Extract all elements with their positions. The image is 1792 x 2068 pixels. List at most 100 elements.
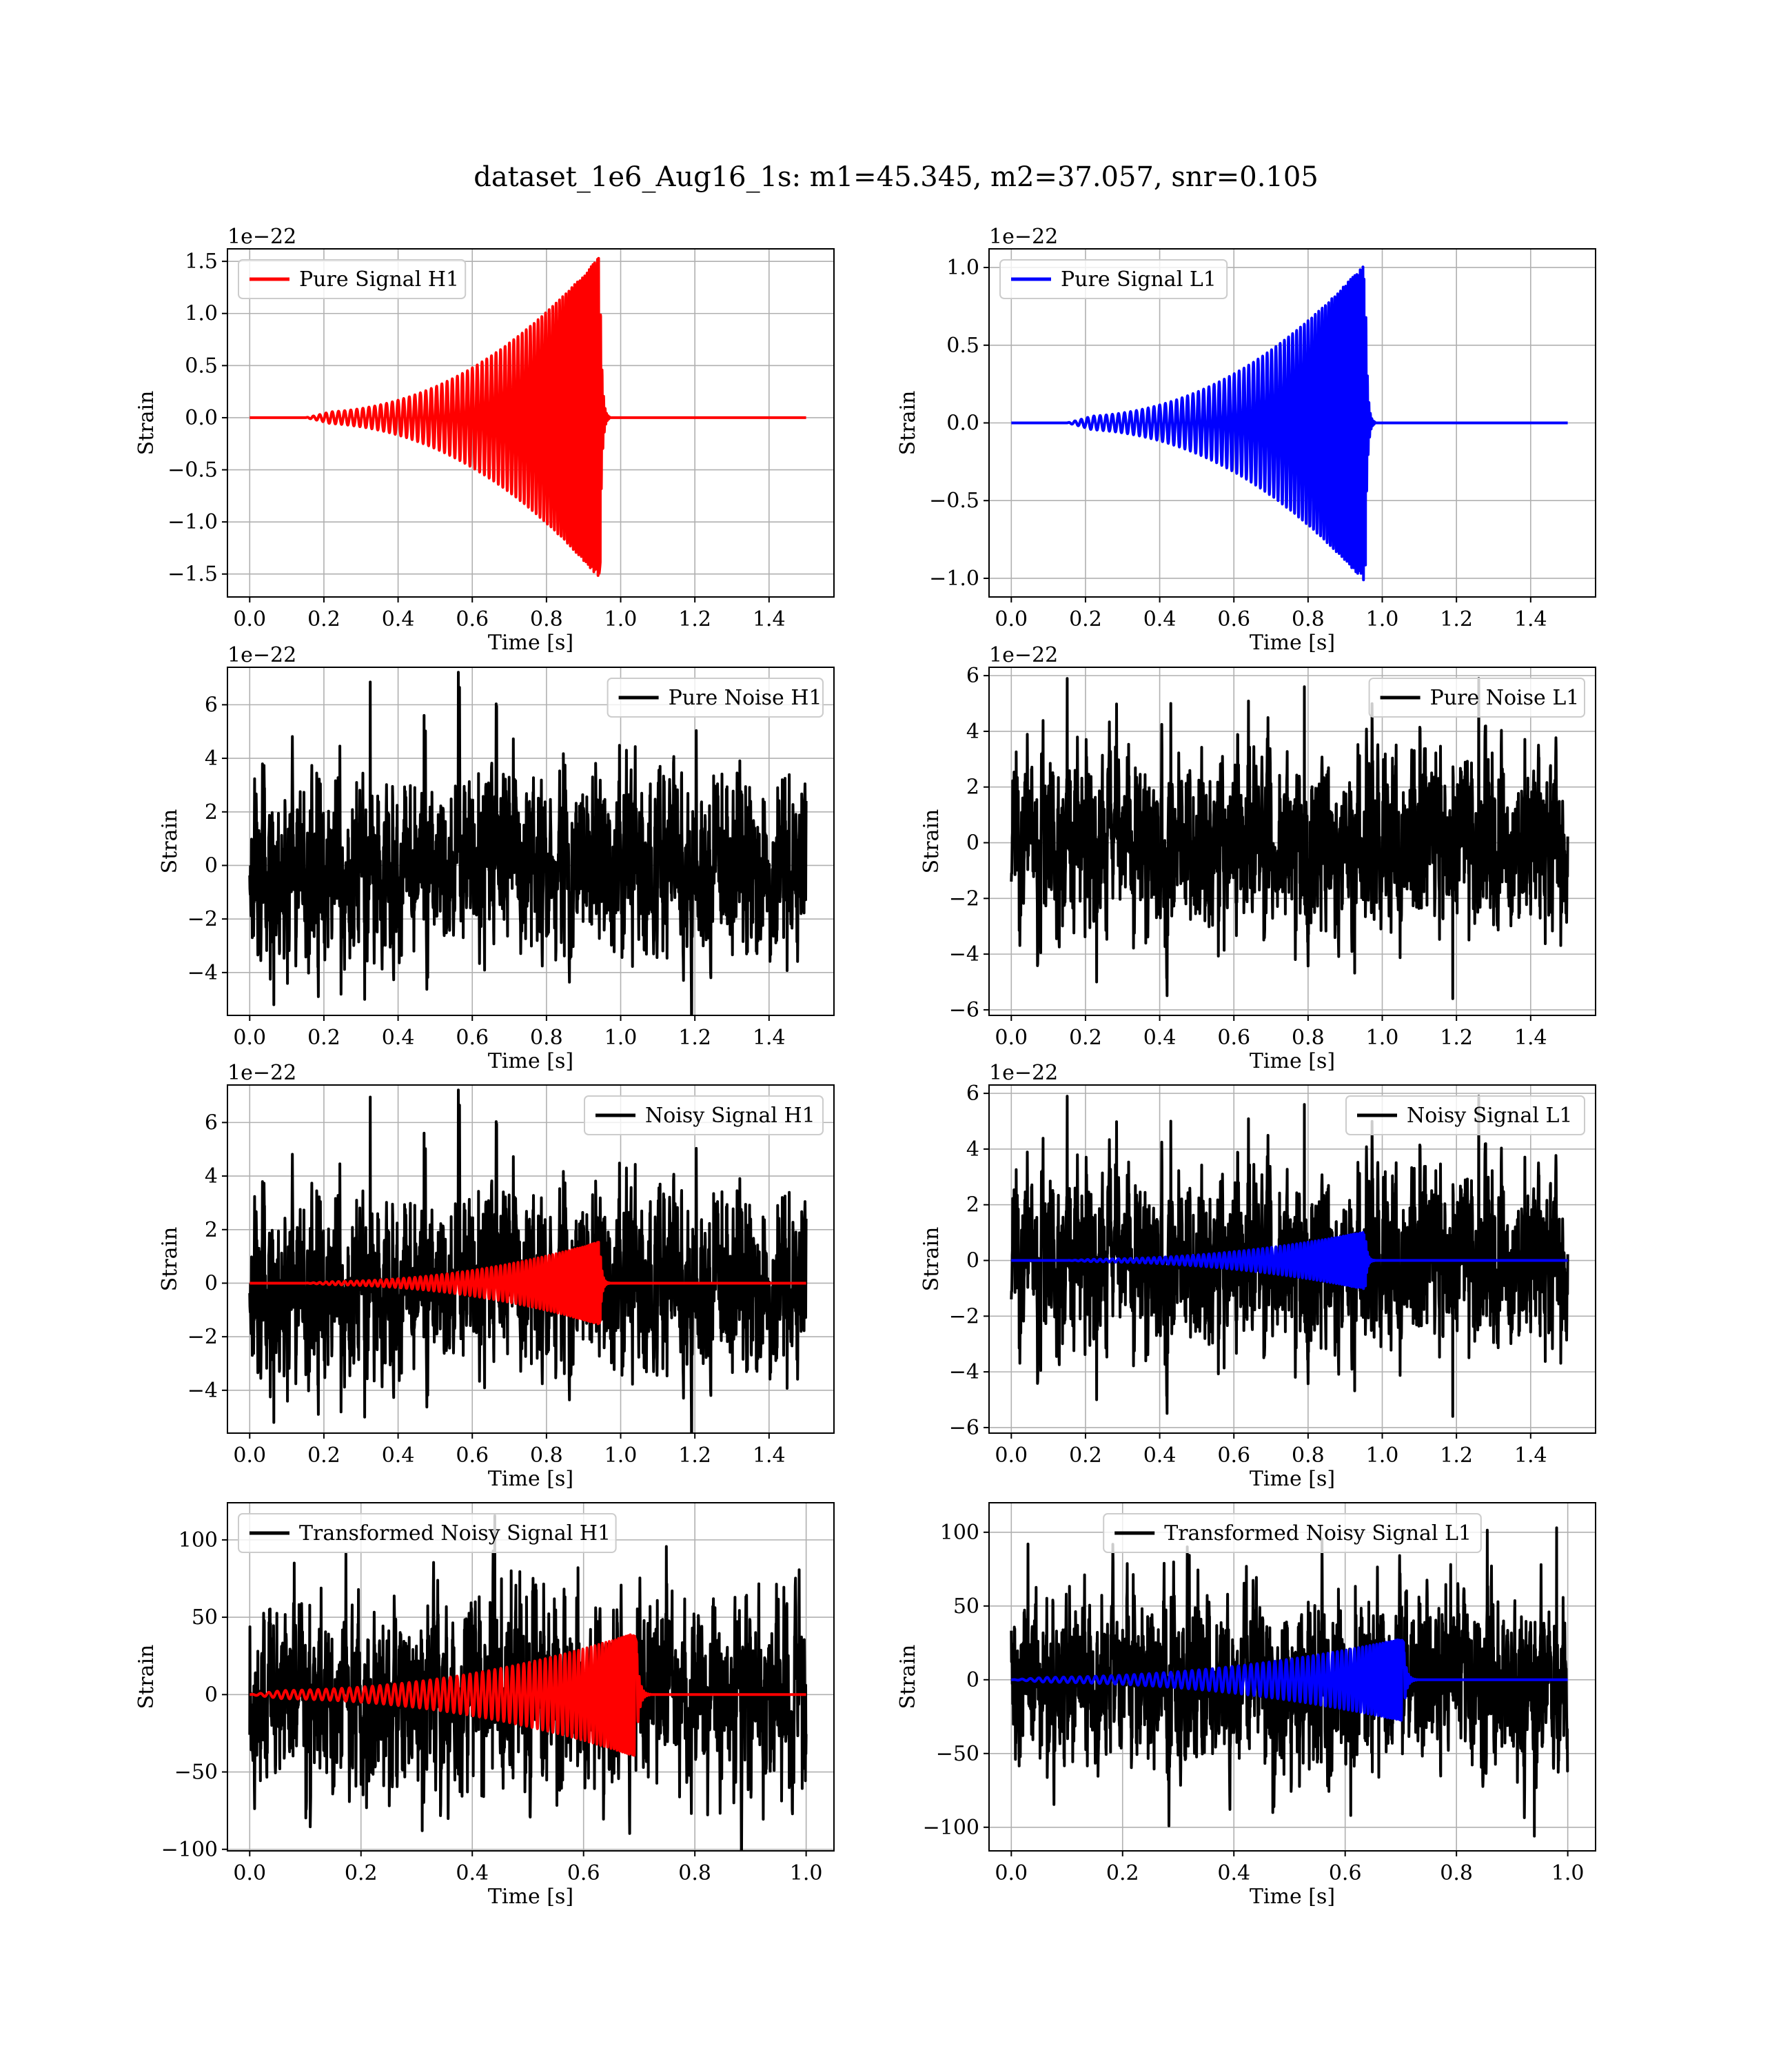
legend-box (584, 1095, 824, 1135)
x-tick-label: 1.2 (678, 607, 711, 631)
x-axis-label: Time [s] (488, 1049, 573, 1073)
legend-box (1103, 1513, 1482, 1553)
y-tick-label: 6 (205, 693, 218, 717)
axes-pure-noise-h1: 0.0 0.2 0.4 0.6 0.8 1.0 1.2 1.4 6 4 2 0 −2 −4 Time [s]… (158, 643, 835, 1073)
offset-text: 1e−22 (227, 1061, 296, 1085)
axes-transformed-noisy-signal-h1: 0.0 0.2 0.4 0.6 0.8 1.0 100 50 0 −50 −100 Time [s] S… (134, 1502, 835, 1909)
x-tick-label: 0.0 (233, 607, 266, 631)
x-axis-label: Time [s] (1250, 1467, 1335, 1491)
x-tick-label: 1.0 (604, 607, 638, 631)
x-tick-label: 1.4 (753, 1443, 786, 1468)
x-tick-label: 1.0 (604, 1026, 638, 1050)
offset-text: 1e−22 (227, 225, 296, 249)
axes-frame (988, 1502, 1596, 1852)
plot-area (248, 671, 808, 1015)
x-axis-label: Time [s] (488, 631, 573, 655)
y-tick-label: 2 (966, 776, 979, 800)
x-tick-label: 1.0 (1366, 1443, 1399, 1468)
y-tick-label: −1.0 (929, 567, 979, 591)
x-tick-label: 0.2 (307, 1443, 340, 1468)
plot-area (1010, 677, 1569, 1000)
y-tick-label: 0.0 (946, 412, 979, 436)
x-tick-label: 1.2 (1440, 1443, 1473, 1468)
y-tick-label: 100 (940, 1521, 979, 1545)
x-tick-label: 0.2 (307, 607, 340, 631)
x-tick-label: 0.0 (995, 607, 1028, 631)
y-tick-label: −100 (923, 1816, 979, 1840)
y-tick-label: −4 (187, 1379, 218, 1403)
axes-transformed-noisy-signal-l1: 0.0 0.2 0.4 0.6 0.8 1.0 100 50 0 −50 −100 Time [s] S… (896, 1502, 1596, 1909)
y-tick-label: 50 (192, 1605, 218, 1630)
legend-label: Transformed Noisy Signal H1 (299, 1521, 611, 1545)
x-tick-label: 1.4 (1514, 1026, 1547, 1050)
x-tick-label: 0.6 (1217, 1443, 1250, 1468)
x-tick-label: 0.4 (1143, 1443, 1177, 1468)
legend-box (1368, 678, 1585, 718)
y-tick-label: −4 (949, 1360, 979, 1384)
y-tick-label: 0 (205, 1271, 218, 1295)
x-tick-label: 0.4 (382, 1026, 415, 1050)
y-tick-label: 4 (205, 747, 218, 771)
series-line-signal (1010, 1638, 1569, 1722)
x-tick-label: 1.0 (790, 1861, 823, 1885)
y-axis-label: Strain (919, 809, 944, 874)
series-line-noise (1010, 1095, 1569, 1418)
x-tick-label: 0.8 (678, 1861, 711, 1885)
x-tick-label: 1.4 (753, 607, 786, 631)
plot-area (1010, 265, 1569, 582)
legend: Pure Noise L1 (1368, 678, 1585, 718)
x-tick-label: 1.4 (1514, 607, 1547, 631)
x-tick-label: 0.6 (1217, 607, 1250, 631)
legend: Transformed Noisy Signal H1 (238, 1513, 617, 1553)
y-tick-label: −4 (949, 942, 979, 966)
legend-label: Pure Noise L1 (1430, 686, 1580, 710)
y-tick-label: −6 (949, 998, 979, 1022)
y-tick-label: −4 (187, 961, 218, 985)
x-tick-label: 0.2 (345, 1861, 378, 1885)
axes-frame (227, 667, 835, 1016)
figure-title: dataset_1e6_Aug16_1s: m1=45.345, m2=37.0… (474, 161, 1318, 193)
legend-label: Transformed Noisy Signal L1 (1164, 1521, 1472, 1545)
series-line-noise (248, 1088, 808, 1433)
axes-pure-noise-l1: 0.0 0.2 0.4 0.6 0.8 1.0 1.2 1.4 6 4 2 0 −2 −4 −6 Time [… (919, 643, 1596, 1073)
legend-label: Pure Signal H1 (299, 267, 459, 292)
y-tick-label: 0.5 (946, 334, 979, 358)
y-tick-label: −2 (187, 1325, 218, 1349)
y-tick-label: 6 (966, 664, 979, 688)
plot-area (248, 1514, 808, 1851)
x-tick-label: 0.0 (233, 1443, 266, 1468)
y-tick-label: 2 (205, 800, 218, 824)
x-tick-label: 0.4 (382, 1443, 415, 1468)
y-tick-label: −50 (174, 1761, 218, 1785)
legend: Noisy Signal L1 (1345, 1095, 1585, 1135)
series-line-noise (1010, 677, 1569, 1000)
x-tick-label: 0.6 (456, 607, 489, 631)
series-line-noise (1010, 1526, 1569, 1838)
plot-area (1010, 1526, 1569, 1838)
legend: Pure Noise H1 (607, 678, 824, 718)
y-tick-label: 4 (205, 1164, 218, 1188)
offset-text: 1e−22 (989, 1061, 1058, 1085)
x-tick-label: 0.6 (456, 1443, 489, 1468)
legend: Noisy Signal H1 (584, 1095, 824, 1135)
x-tick-label: 0.6 (1217, 1026, 1250, 1050)
x-tick-label: 0.8 (530, 1026, 563, 1050)
axes-frame (227, 248, 835, 598)
legend-label: Noisy Signal L1 (1407, 1104, 1572, 1128)
x-tick-label: 0.4 (1143, 607, 1177, 631)
y-tick-label: −0.5 (167, 458, 218, 483)
y-tick-label: 0.0 (185, 406, 218, 430)
legend-box (238, 1513, 617, 1553)
x-tick-label: 0.8 (1440, 1861, 1473, 1885)
series-line-signal (1010, 1231, 1569, 1290)
legend-label: Pure Signal L1 (1061, 267, 1216, 292)
legend: Pure Signal H1 (238, 259, 467, 299)
y-axis-label: Strain (134, 391, 159, 456)
x-tick-label: 0.8 (530, 1443, 563, 1468)
x-tick-label: 0.6 (456, 1026, 489, 1050)
y-tick-label: 6 (966, 1082, 979, 1106)
x-tick-label: 0.4 (456, 1861, 489, 1885)
y-tick-label: 0 (966, 1249, 979, 1273)
x-tick-label: 0.2 (307, 1026, 340, 1050)
